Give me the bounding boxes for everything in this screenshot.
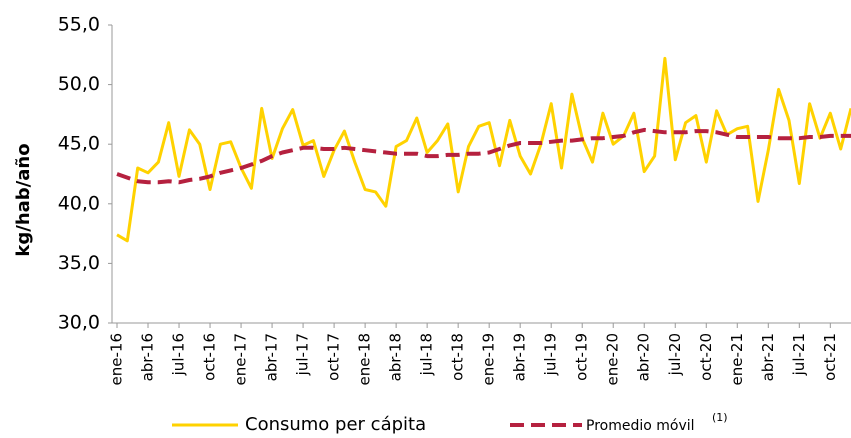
x-tick-label: jul-19: [542, 333, 560, 376]
y-tick-label: 35,0: [58, 252, 100, 274]
x-tick-label: abr-20: [635, 333, 653, 381]
x-tick-label: ene-16: [108, 333, 126, 385]
x-tick-label: abr-18: [387, 333, 405, 381]
y-tick-label: 40,0: [58, 192, 100, 214]
x-tick-label: abr-19: [511, 333, 529, 381]
x-tick-label: jul-20: [666, 333, 684, 376]
x-tick-label: ene-20: [604, 333, 622, 385]
x-tick-label: oct-18: [449, 333, 467, 381]
x-tick-label: jul-21: [790, 333, 808, 376]
series-line: [116, 127, 851, 185]
y-tick-label: 45,0: [58, 133, 100, 155]
y-tick-label: 30,0: [58, 312, 100, 334]
y-tick-label: 55,0: [58, 14, 100, 36]
x-tick-label: oct-21: [821, 333, 839, 381]
x-tick-label: abr-17: [263, 333, 281, 381]
x-tick-label: oct-16: [201, 333, 219, 381]
x-tick-label: abr-21: [759, 333, 777, 381]
x-tick-label: ene-19: [480, 333, 498, 385]
legend-note: (1): [712, 411, 728, 424]
legend-label: Consumo per cápita: [245, 414, 426, 435]
x-tick-label: jul-17: [294, 333, 312, 376]
y-tick-label: 50,0: [58, 73, 100, 95]
y-axis-title: kg/hab/año: [13, 143, 34, 256]
x-tick-label: jul-16: [170, 333, 188, 376]
x-tick-label: abr-16: [139, 333, 157, 381]
x-tick-label: oct-20: [697, 333, 715, 381]
x-tick-label: oct-19: [573, 333, 591, 381]
legend-label: Promedio móvil: [586, 418, 695, 434]
x-tick-label: ene-18: [356, 333, 374, 385]
series-line: [116, 56, 851, 243]
x-tick-label: ene-17: [232, 333, 250, 385]
x-tick-label: oct-17: [325, 333, 343, 381]
x-tick-label: jul-18: [418, 333, 436, 376]
x-tick-label: ene-21: [728, 333, 746, 385]
